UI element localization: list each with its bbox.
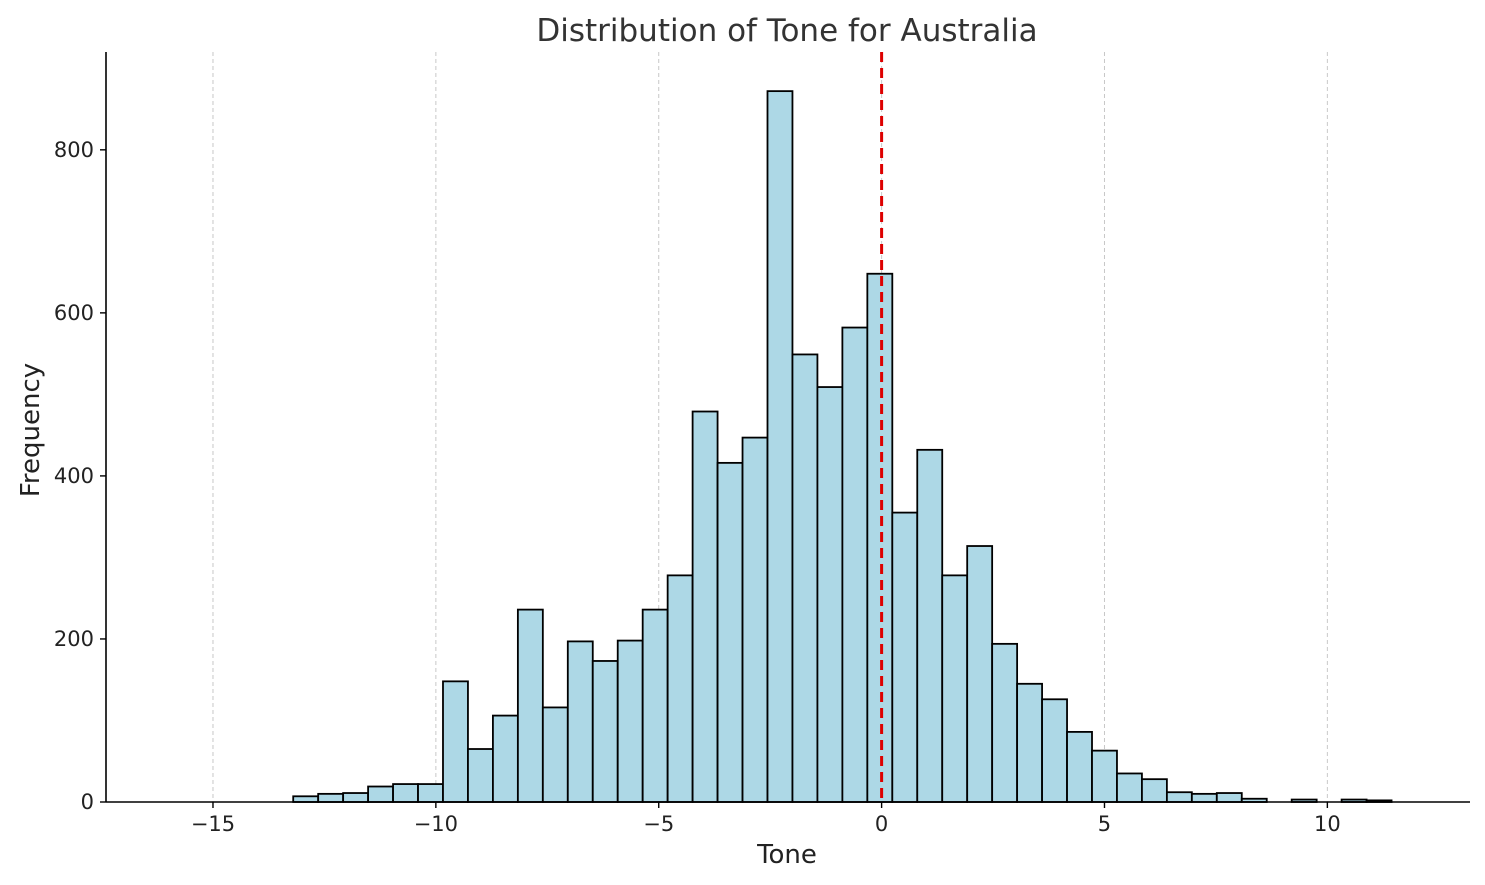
histogram-bar [1116, 772, 1143, 803]
histogram-bar [1141, 778, 1168, 803]
y-tick-label: 0 [81, 790, 94, 814]
histogram-bar [467, 748, 494, 803]
bars-group [292, 90, 1393, 803]
histogram-bar [1091, 749, 1118, 803]
histogram-bar [841, 326, 869, 803]
axes-group [105, 52, 1470, 803]
y-tick-label: 800 [54, 138, 94, 162]
x-tick-label: 10 [1314, 812, 1341, 836]
x-axis-label: Tone [756, 840, 817, 870]
x-tick-label: 5 [1098, 812, 1111, 836]
histogram-bar [741, 436, 769, 803]
histogram-bar [442, 680, 469, 803]
histogram-bar [1041, 698, 1068, 803]
x-tick-label: −15 [191, 812, 235, 836]
x-tick-label: −5 [643, 812, 674, 836]
histogram-bar [1066, 730, 1093, 803]
histogram-bar [916, 448, 944, 803]
histogram-bar [1016, 682, 1043, 803]
histogram-bar [492, 714, 519, 803]
histogram-bar [716, 461, 744, 803]
histogram-bar [816, 386, 844, 803]
histogram-bar [791, 353, 819, 803]
histogram-bar [566, 640, 594, 803]
histogram-bar [516, 608, 544, 803]
x-tick-label: 0 [875, 812, 888, 836]
histogram-bar [1190, 792, 1218, 803]
histogram-bar [392, 783, 419, 803]
histogram-bar [641, 608, 669, 803]
histogram-bar [417, 783, 444, 803]
histogram-bar [1165, 791, 1193, 803]
histogram-bar [941, 574, 969, 803]
histogram-bar [541, 706, 569, 803]
histogram-bar [616, 639, 644, 803]
y-tick-label: 400 [54, 464, 94, 488]
chart-title: Distribution of Tone for Australia [536, 13, 1037, 49]
histogram-bar [666, 574, 694, 803]
histogram-bar [866, 272, 894, 803]
histogram-bar [966, 545, 994, 803]
histogram-bar [591, 660, 619, 803]
histogram-bar [691, 410, 719, 803]
histogram-bar [292, 795, 320, 803]
histogram-bar [317, 792, 345, 803]
histogram-bar [891, 511, 919, 803]
y-ticks-group: 0 200 400 600 800 [54, 138, 106, 814]
y-tick-label: 200 [54, 627, 94, 651]
histogram-bar [367, 785, 394, 803]
histogram-bar [1215, 792, 1243, 803]
histogram-bar [991, 642, 1019, 803]
x-ticks-group: −15 −10 −5 0 5 10 [191, 802, 1341, 836]
histogram-bar [766, 90, 794, 803]
y-axis-label: Frequency [16, 363, 46, 497]
x-tick-label: −10 [414, 812, 458, 836]
histogram-bar [342, 792, 370, 803]
y-tick-label: 600 [54, 301, 94, 325]
